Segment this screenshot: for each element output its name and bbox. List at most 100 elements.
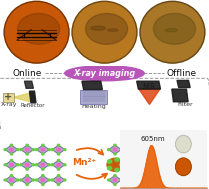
Text: Heating: Heating bbox=[81, 104, 106, 109]
Circle shape bbox=[176, 135, 191, 153]
Circle shape bbox=[48, 164, 50, 166]
Circle shape bbox=[10, 163, 13, 166]
Circle shape bbox=[51, 164, 53, 166]
Text: X-ray: X-ray bbox=[1, 102, 17, 107]
Text: X-ray imaging: X-ray imaging bbox=[73, 69, 136, 78]
Bar bbox=[3, 93, 14, 102]
Polygon shape bbox=[124, 176, 137, 184]
Ellipse shape bbox=[108, 29, 118, 32]
Circle shape bbox=[20, 179, 22, 181]
Polygon shape bbox=[21, 145, 33, 154]
Text: Filter: Filter bbox=[177, 102, 193, 107]
Circle shape bbox=[20, 164, 22, 166]
Polygon shape bbox=[5, 145, 18, 154]
Circle shape bbox=[113, 179, 117, 181]
Polygon shape bbox=[52, 145, 65, 154]
Circle shape bbox=[26, 184, 28, 185]
Circle shape bbox=[123, 164, 125, 166]
Circle shape bbox=[10, 160, 13, 161]
Circle shape bbox=[4, 164, 6, 166]
Circle shape bbox=[10, 168, 13, 170]
Text: Online: Online bbox=[13, 69, 42, 78]
Circle shape bbox=[42, 144, 44, 146]
Circle shape bbox=[123, 179, 125, 181]
Circle shape bbox=[114, 160, 116, 161]
Circle shape bbox=[114, 153, 116, 155]
Circle shape bbox=[26, 168, 28, 170]
Circle shape bbox=[129, 148, 132, 151]
Polygon shape bbox=[5, 160, 18, 169]
Polygon shape bbox=[52, 176, 65, 184]
Circle shape bbox=[108, 164, 110, 166]
Ellipse shape bbox=[153, 13, 196, 44]
Ellipse shape bbox=[4, 1, 69, 63]
Circle shape bbox=[57, 163, 60, 166]
Circle shape bbox=[120, 164, 122, 166]
Polygon shape bbox=[21, 176, 33, 184]
Circle shape bbox=[120, 163, 124, 167]
Circle shape bbox=[10, 179, 13, 181]
Circle shape bbox=[41, 148, 45, 151]
Circle shape bbox=[41, 179, 45, 181]
Ellipse shape bbox=[72, 1, 137, 63]
Circle shape bbox=[51, 149, 53, 150]
Circle shape bbox=[57, 153, 60, 155]
Circle shape bbox=[25, 148, 29, 151]
Circle shape bbox=[41, 163, 45, 166]
Circle shape bbox=[42, 184, 44, 185]
Circle shape bbox=[57, 179, 60, 181]
Circle shape bbox=[130, 168, 132, 170]
Circle shape bbox=[107, 160, 112, 163]
Polygon shape bbox=[139, 89, 160, 105]
Polygon shape bbox=[21, 160, 33, 169]
Circle shape bbox=[120, 179, 122, 181]
Polygon shape bbox=[109, 160, 121, 169]
Polygon shape bbox=[37, 176, 49, 184]
Circle shape bbox=[130, 153, 132, 155]
Text: 605nm: 605nm bbox=[140, 136, 165, 142]
Circle shape bbox=[129, 163, 132, 166]
Circle shape bbox=[57, 184, 60, 185]
Circle shape bbox=[115, 168, 119, 172]
Circle shape bbox=[26, 160, 28, 161]
Circle shape bbox=[114, 144, 116, 146]
Circle shape bbox=[114, 168, 116, 170]
Circle shape bbox=[42, 153, 44, 155]
Polygon shape bbox=[37, 160, 49, 169]
Text: NIR: NIR bbox=[143, 83, 156, 91]
Polygon shape bbox=[37, 145, 49, 154]
Circle shape bbox=[36, 164, 38, 166]
Circle shape bbox=[64, 164, 66, 166]
Circle shape bbox=[36, 149, 38, 150]
Circle shape bbox=[26, 153, 28, 155]
Circle shape bbox=[10, 184, 13, 185]
Circle shape bbox=[42, 168, 44, 170]
Circle shape bbox=[20, 149, 22, 150]
Circle shape bbox=[136, 149, 138, 150]
Circle shape bbox=[123, 149, 125, 150]
Circle shape bbox=[107, 158, 123, 171]
Circle shape bbox=[32, 179, 34, 181]
Polygon shape bbox=[177, 80, 190, 88]
Circle shape bbox=[129, 179, 132, 181]
Polygon shape bbox=[137, 81, 161, 89]
Circle shape bbox=[136, 179, 138, 181]
Circle shape bbox=[57, 168, 60, 170]
Circle shape bbox=[113, 163, 117, 166]
Circle shape bbox=[25, 163, 29, 166]
Circle shape bbox=[130, 144, 132, 146]
Circle shape bbox=[176, 158, 191, 176]
Ellipse shape bbox=[91, 26, 106, 30]
Ellipse shape bbox=[18, 13, 60, 44]
Ellipse shape bbox=[140, 1, 205, 63]
Circle shape bbox=[4, 149, 6, 150]
Circle shape bbox=[48, 149, 50, 150]
Circle shape bbox=[136, 164, 138, 166]
Circle shape bbox=[42, 175, 44, 177]
Polygon shape bbox=[15, 92, 32, 102]
Circle shape bbox=[42, 160, 44, 161]
Circle shape bbox=[64, 179, 66, 181]
Circle shape bbox=[51, 179, 53, 181]
Circle shape bbox=[57, 148, 60, 151]
Polygon shape bbox=[124, 145, 137, 154]
